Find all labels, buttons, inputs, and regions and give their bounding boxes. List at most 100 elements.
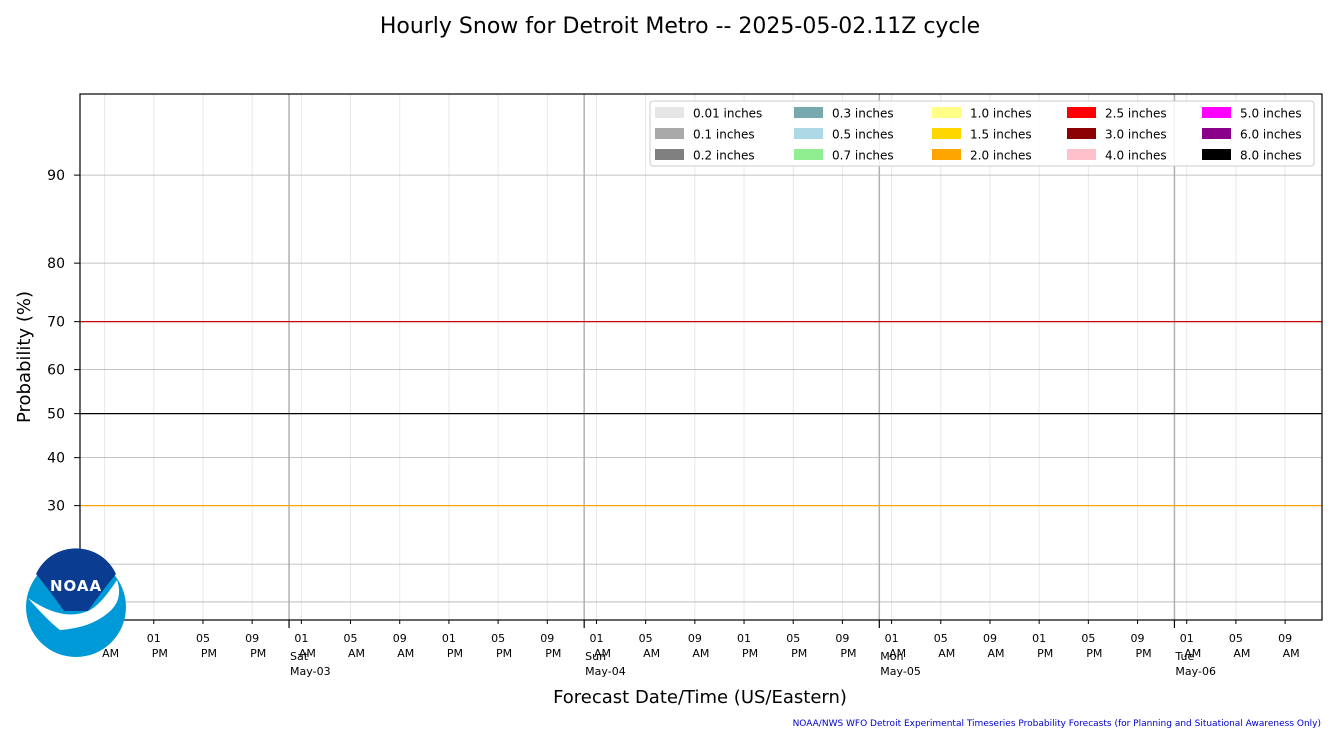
chart-title: Hourly Snow for Detroit Metro -- 2025-05… — [380, 14, 980, 39]
legend-label: 1.5 inches — [970, 128, 1032, 142]
x-tick-ampm: PM — [250, 647, 266, 660]
x-tick-ampm: AM — [643, 647, 660, 660]
x-tick-label: 05 — [1229, 632, 1243, 645]
x-tick-ampm: AM — [938, 647, 955, 660]
day-label: Tue — [1174, 650, 1194, 663]
x-tick-ampm: PM — [791, 647, 807, 660]
x-tick-ampm: PM — [152, 647, 168, 660]
legend-label: 0.5 inches — [832, 128, 894, 142]
legend-label: 0.01 inches — [693, 107, 762, 121]
x-tick-ampm: AM — [987, 647, 1004, 660]
x-tick-label: 09 — [835, 632, 849, 645]
legend-label: 3.0 inches — [1105, 128, 1167, 142]
x-tick-label: 09 — [1131, 632, 1145, 645]
date-label: May-05 — [880, 665, 921, 678]
legend-label: 0.3 inches — [832, 107, 894, 121]
x-tick-ampm: AM — [1233, 647, 1250, 660]
y-axis-label: Probability (%) — [14, 291, 35, 423]
y-axis: 2030405060708090 — [47, 168, 80, 573]
x-tick-ampm: PM — [742, 647, 758, 660]
x-tick-ampm: PM — [545, 647, 561, 660]
y-tick-label: 30 — [47, 499, 65, 515]
x-tick-ampm: AM — [1283, 647, 1300, 660]
y-tick-label: 90 — [47, 168, 65, 184]
legend-label: 4.0 inches — [1105, 149, 1167, 163]
threshold-layer — [80, 321, 1322, 507]
logo-text: NOAA — [50, 577, 102, 595]
date-label: May-03 — [290, 665, 331, 678]
y-tick-label: 40 — [47, 451, 65, 467]
x-tick-label: 09 — [1278, 632, 1292, 645]
legend-swatch — [794, 149, 823, 160]
legend-label: 2.5 inches — [1105, 107, 1167, 121]
legend-swatch — [1202, 149, 1231, 160]
legend-swatch — [1202, 128, 1231, 139]
x-tick-ampm: AM — [692, 647, 709, 660]
legend: 0.01 inches 0.1 inches 0.2 inches 0.3 inche… — [649, 100, 1315, 167]
x-tick-ampm: AM — [348, 647, 365, 660]
x-tick-ampm: PM — [496, 647, 512, 660]
x-tick-label: 09 — [393, 632, 407, 645]
legend-swatch — [1202, 107, 1231, 118]
legend-label: 6.0 inches — [1240, 128, 1302, 142]
legend-swatch — [1067, 128, 1096, 139]
x-tick-label: 05 — [196, 632, 210, 645]
x-tick-label: 01 — [1180, 632, 1194, 645]
date-label: May-04 — [585, 665, 626, 678]
legend-swatch — [794, 107, 823, 118]
x-axis-label: Forecast Date/Time (US/Eastern) — [553, 687, 847, 708]
x-tick-ampm: PM — [1135, 647, 1151, 660]
x-tick-label: 09 — [983, 632, 997, 645]
legend-label: 5.0 inches — [1240, 107, 1302, 121]
x-tick-label: 05 — [1081, 632, 1095, 645]
x-tick-label: 01 — [589, 632, 603, 645]
x-tick-ampm: AM — [299, 647, 316, 660]
legend-label: 0.7 inches — [832, 149, 894, 163]
y-tick-label: 80 — [47, 256, 65, 272]
legend-swatch — [1067, 149, 1096, 160]
y-tick-label: 60 — [47, 363, 65, 379]
legend-swatch — [932, 107, 961, 118]
legend-swatch — [655, 149, 684, 160]
seagull-icon — [28, 580, 120, 630]
x-tick-ampm: AM — [889, 647, 906, 660]
x-tick-label: 05 — [344, 632, 358, 645]
x-tick-ampm: AM — [397, 647, 414, 660]
legend-label: 2.0 inches — [970, 149, 1032, 163]
grid-layer — [80, 94, 1322, 620]
noaa-logo: NOAA — [26, 548, 126, 657]
day-label: Sun — [585, 650, 606, 663]
x-tick-label: 01 — [147, 632, 161, 645]
y-tick-label: 70 — [47, 315, 65, 331]
footer-credit: NOAA/NWS WFO Detroit Experimental Timese… — [793, 719, 1321, 729]
x-tick-label: 05 — [934, 632, 948, 645]
legend-items: 0.01 inches 0.1 inches 0.2 inches 0.3 inche… — [655, 107, 1302, 163]
x-tick-ampm: AM — [594, 647, 611, 660]
legend-swatch — [655, 128, 684, 139]
x-tick-ampm: PM — [1086, 647, 1102, 660]
x-tick-label: 05 — [491, 632, 505, 645]
x-tick-label: 01 — [737, 632, 751, 645]
x-tick-ampm: AM — [102, 647, 119, 660]
legend-swatch — [932, 128, 961, 139]
x-tick-label: 05 — [786, 632, 800, 645]
date-label: May-06 — [1175, 665, 1216, 678]
legend-swatch — [1067, 107, 1096, 118]
x-tick-label: 01 — [294, 632, 308, 645]
legend-label: 0.2 inches — [693, 149, 755, 163]
logo-sky — [36, 548, 116, 611]
x-tick-ampm: PM — [1037, 647, 1053, 660]
legend-label: 8.0 inches — [1240, 149, 1302, 163]
plot-frame — [79, 93, 1323, 621]
legend-swatch — [655, 107, 684, 118]
x-tick-label: 01 — [1032, 632, 1046, 645]
x-tick-label: 09 — [688, 632, 702, 645]
x-tick-ampm: AM — [1184, 647, 1201, 660]
x-tick-ampm: PM — [201, 647, 217, 660]
y-tick-label: 50 — [47, 407, 65, 423]
day-label: Mon — [880, 650, 903, 663]
legend-swatch — [794, 128, 823, 139]
day-label: Sat — [290, 650, 309, 663]
x-tick-label: 09 — [540, 632, 554, 645]
